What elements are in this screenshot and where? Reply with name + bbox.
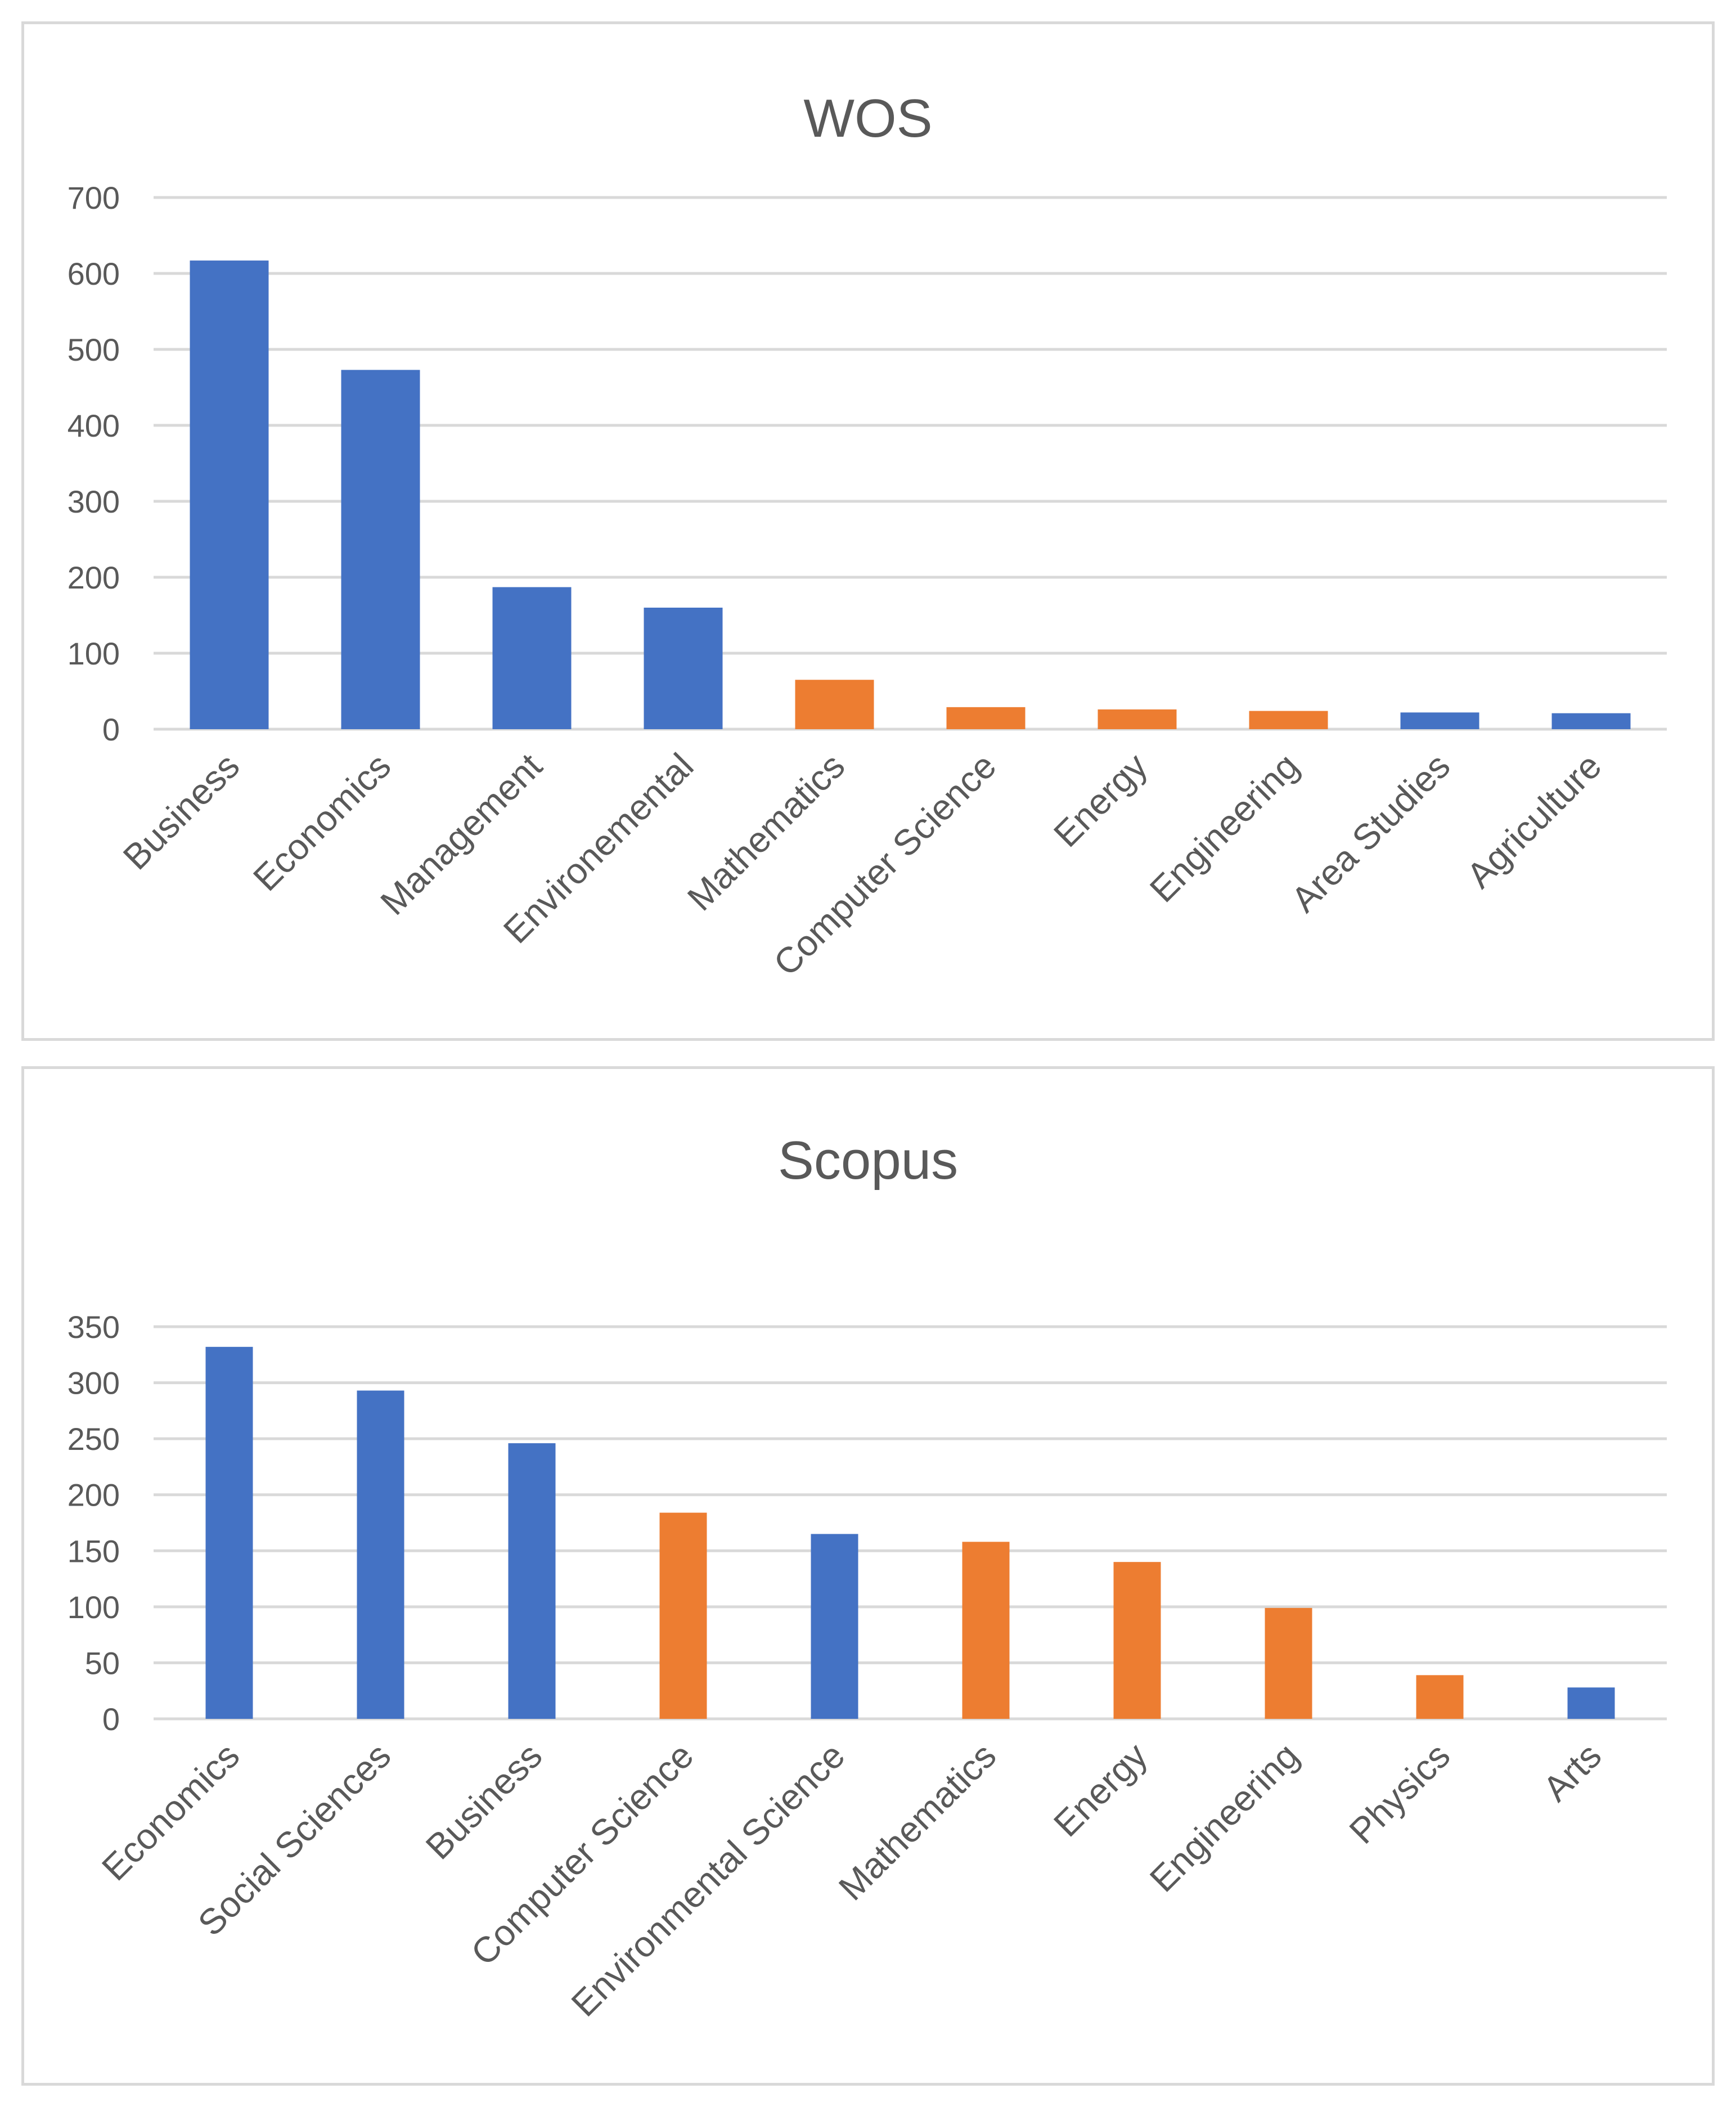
scopus-y-tick-label: 350 (68, 1309, 120, 1345)
scopus-bar (1416, 1675, 1464, 1719)
scopus-x-tick-label: Environmental Science (564, 1735, 853, 2024)
wos-y-tick-label: 700 (68, 180, 120, 215)
scopus-x-tick-label: Arts (1535, 1735, 1609, 1809)
wos-bar (190, 260, 269, 729)
wos-chart: WOS 0 100 200 300 400 500 600 700 BusinessEcono… (68, 88, 1667, 983)
wos-y-tick-label: 600 (68, 256, 120, 291)
scopus-chart-title: Scopus (778, 1130, 958, 1191)
wos-x-tick-label: Economics (245, 745, 398, 899)
scopus-x-tick-label: Energy (1046, 1735, 1155, 1844)
scopus-y-tick-label: 250 (68, 1421, 120, 1457)
wos-y-tick-label: 100 (68, 636, 120, 671)
wos-bar (1551, 713, 1631, 729)
scopus-y-tick-label: 50 (85, 1645, 120, 1681)
wos-bar (644, 608, 723, 729)
wos-chart-title: WOS (803, 88, 932, 149)
wos-x-tick-label: Energy (1046, 745, 1155, 855)
scopus-bar (1567, 1687, 1615, 1719)
scopus-x-tick-label: Business (418, 1735, 550, 1867)
scopus-bar (962, 1542, 1010, 1719)
wos-x-tick-label: Area Studies (1283, 745, 1458, 920)
wos-x-tick-label: Agriculture (1459, 745, 1609, 896)
wos-bar (492, 587, 572, 729)
wos-y-tick-label: 0 (102, 712, 120, 747)
wos-bar (946, 707, 1026, 729)
wos-bar (1249, 711, 1328, 729)
wos-x-tick-label: Engineering (1142, 745, 1306, 910)
scopus-bar (357, 1390, 404, 1719)
wos-x-tick-label: Business (115, 745, 248, 878)
scopus-bar (1113, 1562, 1161, 1719)
wos-y-tick-label: 500 (68, 332, 120, 367)
scopus-bar (205, 1346, 253, 1719)
scopus-y-tick-label: 200 (68, 1477, 120, 1513)
wos-y-tick-label: 300 (68, 484, 120, 519)
scopus-y-tick-label: 150 (68, 1533, 120, 1569)
scopus-x-tick-label: Engineering (1142, 1735, 1306, 1899)
scopus-bar (811, 1534, 858, 1719)
scopus-bar (659, 1512, 707, 1719)
scopus-chart-panel: Scopus 0 50 100 150 200 250 300 350 Economics So… (21, 1066, 1715, 2086)
wos-bar (341, 370, 420, 729)
scopus-x-tick-label: Physics (1342, 1735, 1458, 1852)
scopus-bar (508, 1443, 556, 1719)
wos-y-tick-label: 200 (68, 560, 120, 595)
scopus-bar (1265, 1607, 1312, 1719)
wos-y-tick-label: 400 (68, 408, 120, 443)
scopus-y-tick-label: 0 (102, 1701, 120, 1737)
wos-bar (1098, 709, 1177, 729)
wos-chart-panel: WOS 0 100 200 300 400 500 600 700 Business Econo… (21, 21, 1715, 1041)
wos-bar (795, 680, 874, 729)
scopus-x-tick-label: Mathematics (831, 1735, 1004, 1908)
scopus-y-tick-label: 300 (68, 1366, 120, 1401)
scopus-x-tick-label: Economics (94, 1735, 247, 1888)
scopus-y-tick-label: 100 (68, 1589, 120, 1625)
wos-x-tick-label: Mathematics (680, 745, 852, 918)
wos-bar (1400, 712, 1479, 729)
